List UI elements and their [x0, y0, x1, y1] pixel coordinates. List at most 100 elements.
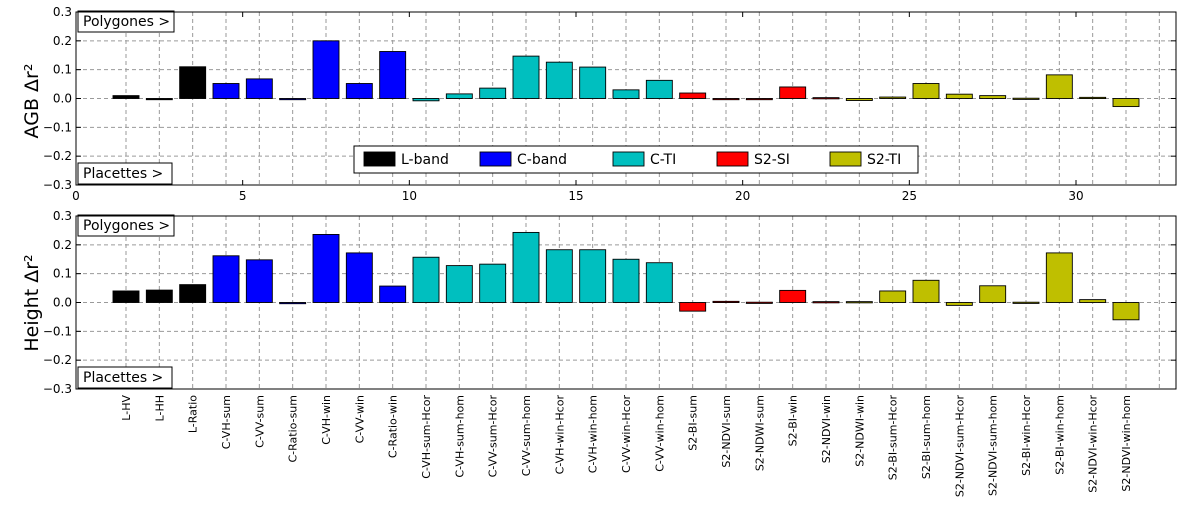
height-bar	[345, 252, 373, 303]
height-placettes-label: Placettes >	[83, 370, 163, 386]
height-bar	[845, 301, 873, 304]
agb-y-ticks: −0.3 −0.2 −0.1 0.0 0.1 0.2 0.3	[43, 5, 1176, 192]
height-bar	[979, 285, 1007, 303]
agb-bar	[779, 86, 807, 99]
height-bars	[112, 231, 1140, 321]
agb-bar	[579, 66, 607, 99]
legend-swatch	[716, 151, 749, 167]
agb-y-tick-label: 0.3	[53, 5, 72, 19]
agb-polygones-label: Polygones >	[83, 14, 170, 30]
agb-placettes-label: Placettes >	[83, 166, 163, 182]
category-label: S2-BI-win	[787, 395, 800, 446]
agb-bar	[312, 40, 340, 99]
category-label: S2-NDWI-win	[853, 395, 866, 467]
category-label: C-VH-sum	[220, 395, 233, 449]
agb-bar	[545, 61, 573, 99]
agb-bar	[812, 97, 840, 100]
agb-axes-frame	[75, 11, 1177, 186]
agb-bar	[512, 55, 540, 99]
category-label: C-VH-win-Hcor	[553, 395, 566, 475]
agb-bar	[112, 95, 140, 99]
height-bar	[745, 301, 773, 304]
agb-x-tick-label: 25	[902, 189, 917, 203]
height-bar	[145, 289, 173, 303]
agb-bar	[679, 92, 707, 99]
height-bar	[679, 302, 707, 312]
legend-label: C-TI	[650, 152, 676, 168]
category-label: S2-BI-win-hom	[1053, 395, 1066, 475]
category-label: C-VV-win-Hcor	[620, 395, 633, 473]
legend-swatch	[363, 151, 396, 167]
height-y-tick-label: 0.2	[53, 238, 72, 252]
height-y-tick-label: −0.3	[43, 382, 72, 396]
height-bar	[512, 231, 540, 303]
height-bar	[1112, 302, 1140, 321]
agb-x-tick-label: 10	[402, 189, 417, 203]
category-label: S2-BI-win-Hcor	[1020, 395, 1033, 476]
height-axes-frame	[75, 215, 1177, 390]
category-label: S2-NDVI-win-hom	[1120, 395, 1133, 492]
agb-bar	[1079, 96, 1107, 99]
height-bar	[445, 265, 473, 303]
category-label: S2-NDVI-win	[820, 395, 833, 463]
agb-bar	[412, 98, 440, 102]
agb-x-tick-label: 20	[735, 189, 750, 203]
agb-bar	[912, 83, 940, 99]
agb-bar	[245, 78, 273, 99]
height-y-tick-label: −0.2	[43, 353, 72, 367]
agb-y-tick-label: 0.0	[53, 92, 72, 106]
height-y-axis-label: Height Δr²	[21, 254, 43, 351]
height-bar	[379, 285, 407, 303]
height-bar	[412, 256, 440, 303]
legend-label: S2-SI	[754, 152, 790, 168]
agb-bar	[345, 83, 373, 99]
height-bar	[579, 249, 607, 303]
legend-label: S2-TI	[867, 152, 901, 168]
agb-x-tick-label: 30	[1068, 189, 1083, 203]
agb-bar	[1012, 97, 1040, 100]
category-label: S2-BI-sum-hom	[920, 395, 933, 479]
category-label: S2-NDVI-sum-hom	[987, 395, 1000, 496]
category-label: C-Ratio-win	[387, 395, 400, 458]
category-label: C-VV-win-hom	[653, 395, 666, 472]
height-category-labels: L-HV L-HH L-Ratio C-VH-sum C-VV-sum C-Ratio-s…	[120, 395, 1133, 498]
agb-bars	[112, 40, 1140, 108]
legend-label: L-band	[401, 152, 449, 168]
agb-bar	[979, 95, 1007, 99]
agb-panel: −0.3 −0.2 −0.1 0.0 0.1 0.2 0.3 0 5 10 15 20 25 30 AG…	[21, 5, 1177, 203]
category-label: C-Ratio-sum	[287, 395, 300, 462]
category-label: C-VH-sum-Hcor	[420, 395, 433, 479]
height-bar	[279, 302, 307, 305]
legend-label: C-band	[517, 152, 567, 168]
height-bar	[879, 290, 907, 303]
agb-x-ticks: 0 5 10 15 20 25 30	[72, 12, 1084, 203]
legend-swatch	[479, 151, 512, 167]
category-label: S2-BI-sum-Hcor	[887, 395, 900, 481]
agb-bar	[1045, 74, 1073, 99]
agb-bar	[612, 89, 640, 99]
agb-bar	[879, 96, 907, 99]
category-label: C-VV-win	[353, 395, 366, 443]
agb-y-tick-label: 0.1	[53, 63, 72, 77]
agb-bar	[1112, 98, 1140, 108]
agb-bar	[945, 93, 973, 99]
agb-bar	[745, 98, 773, 101]
category-label: L-HV	[120, 395, 133, 421]
height-bar	[1012, 301, 1040, 304]
agb-x-tick-label: 15	[568, 189, 583, 203]
legend: L-band C-band C-TI S2-SI S2-TI	[353, 145, 919, 174]
height-y-ticks: −0.3 −0.2 −0.1 0.0 0.1 0.2 0.3	[43, 209, 1176, 396]
agb-bar	[712, 98, 740, 101]
agb-bar	[279, 98, 307, 101]
agb-y-tick-label: 0.2	[53, 34, 72, 48]
height-polygones-label: Polygones >	[83, 218, 170, 234]
category-label: S2-NDVI-win-Hcor	[1087, 395, 1100, 493]
height-bar	[1045, 252, 1073, 303]
height-bar	[612, 258, 640, 303]
agb-bar	[479, 87, 507, 99]
category-label: S2-BI-sum	[687, 395, 700, 451]
agb-bar	[645, 79, 673, 99]
agb-top-annotation: Polygones >	[77, 10, 175, 33]
category-label: S2-NDVI-sum-Hcor	[953, 395, 966, 498]
